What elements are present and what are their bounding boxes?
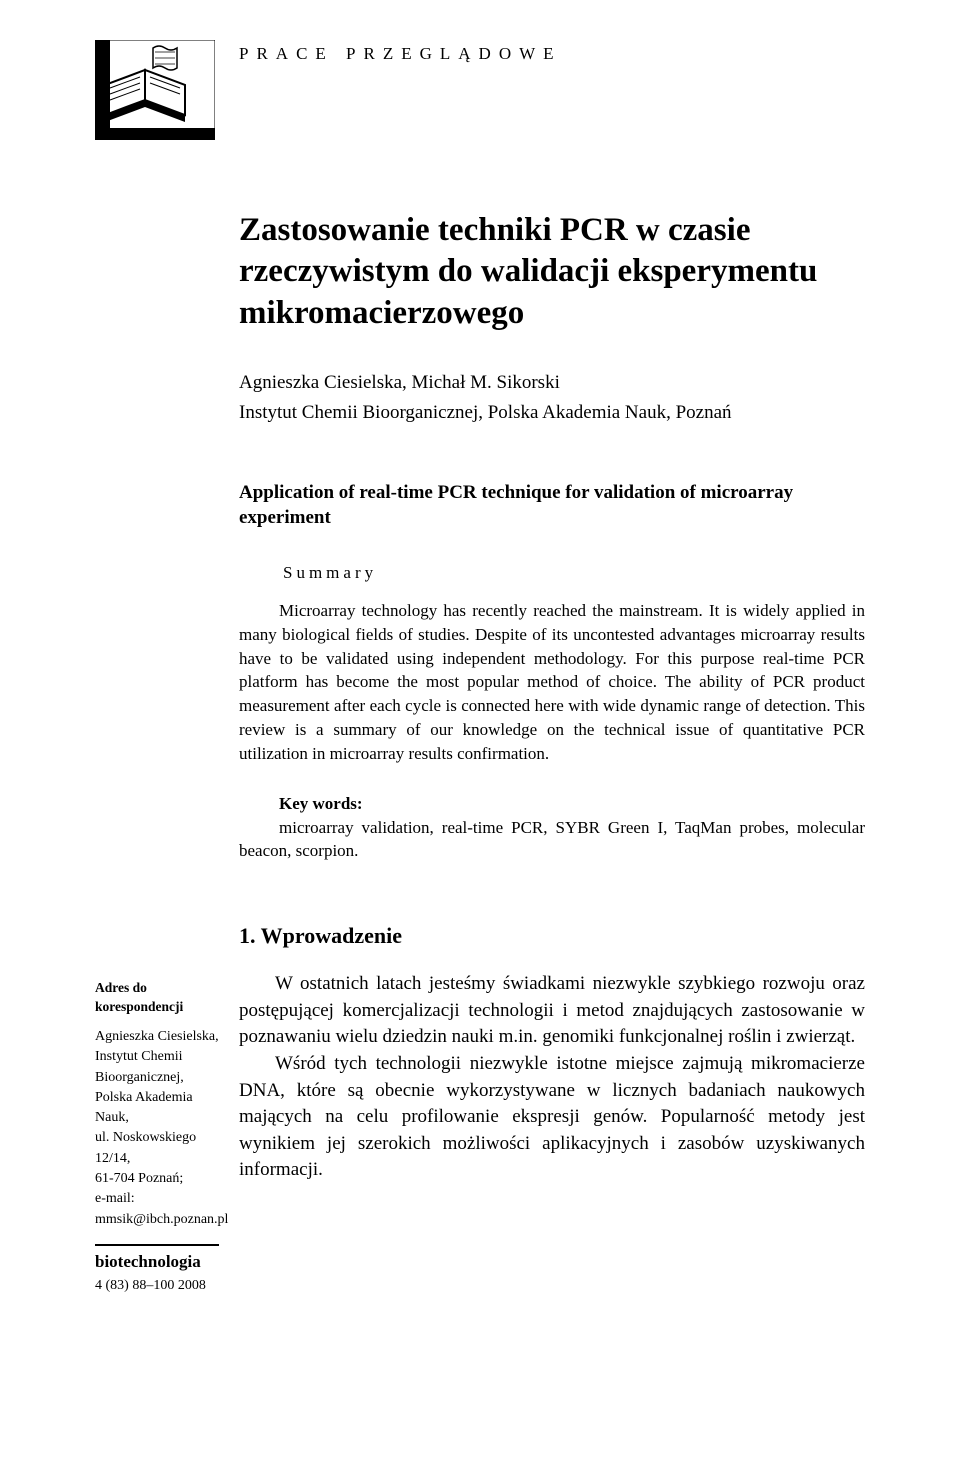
intro-heading: 1. Wprowadzenie — [239, 923, 865, 949]
article-affiliation: Instytut Chemii Bioorganicznej, Polska A… — [239, 402, 865, 424]
article-title: Zastosowanie techniki PCR w czasie rzecz… — [239, 210, 865, 334]
journal-name: biotechnologia — [95, 1244, 219, 1274]
section-label: PRACE PRZEGLĄDOWE — [239, 44, 562, 64]
article-subtitle: Application of real-time PCR technique f… — [239, 480, 865, 531]
sidebar: Adres do korespondencji Agnieszka Ciesie… — [95, 923, 219, 1295]
correspondence-label: Adres do korespondencji — [95, 979, 219, 1017]
correspondence-block: Agnieszka Ciesielska, Instytut Chemii Bi… — [95, 1027, 219, 1230]
books-illustration — [95, 40, 215, 140]
summary-text: Microarray technology has recently reach… — [239, 599, 865, 766]
summary-label: Summary — [283, 563, 865, 583]
intro-paragraph-2: Wśród tych technologii niezwykle istotne… — [239, 1051, 865, 1184]
intro-paragraph-1: W ostatnich latach jesteśmy świadkami ni… — [239, 971, 865, 1051]
main-column: 1. Wprowadzenie W ostatnich latach jeste… — [239, 923, 865, 1295]
header-row: PRACE PRZEGLĄDOWE — [95, 40, 865, 140]
article-authors: Agnieszka Ciesielska, Michał M. Sikorski — [239, 372, 865, 394]
keywords-text: microarray validation, real-time PCR, SY… — [239, 816, 865, 864]
lower-section: Adres do korespondencji Agnieszka Ciesie… — [95, 923, 865, 1295]
issue-info: 4 (83) 88–100 2008 — [95, 1276, 219, 1296]
keywords-label: Key words: — [279, 794, 865, 814]
